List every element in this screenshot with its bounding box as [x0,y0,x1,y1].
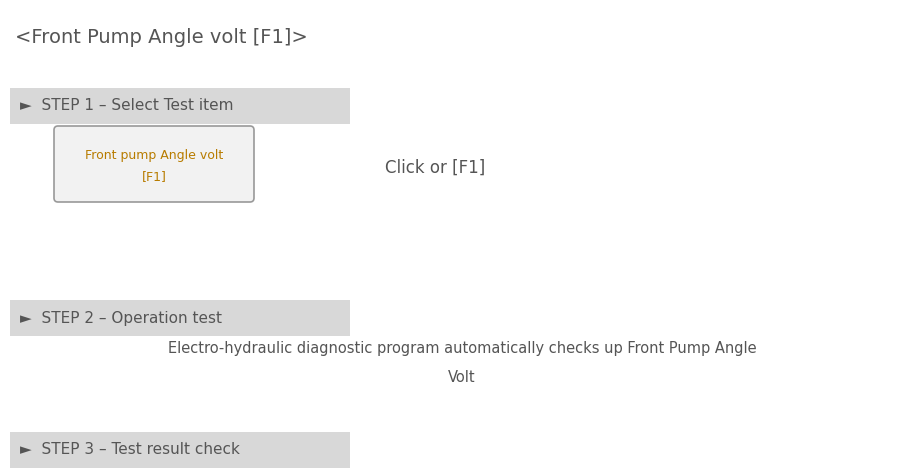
Text: <Front Pump Angle volt [F1]>: <Front Pump Angle volt [F1]> [15,28,308,47]
Bar [10,432,350,468]
Text: Click or [F1]: Click or [F1] [385,159,485,177]
Text: ►  STEP 1 – Select Test item: ► STEP 1 – Select Test item [20,99,234,113]
Text: ►  STEP 3 – Test result check: ► STEP 3 – Test result check [20,442,240,457]
Text: Volt: Volt [448,370,476,385]
Text: ►  STEP 2 – Operation test: ► STEP 2 – Operation test [20,311,222,326]
Text: Front pump Angle volt: Front pump Angle volt [85,149,223,162]
Text: [F1]: [F1] [141,170,166,183]
Bar [10,300,350,336]
Text: Electro-hydraulic diagnostic program automatically checks up Front Pump Angle: Electro-hydraulic diagnostic program aut… [167,340,757,355]
FancyBboxPatch shape [54,126,254,202]
Bar [10,88,350,124]
